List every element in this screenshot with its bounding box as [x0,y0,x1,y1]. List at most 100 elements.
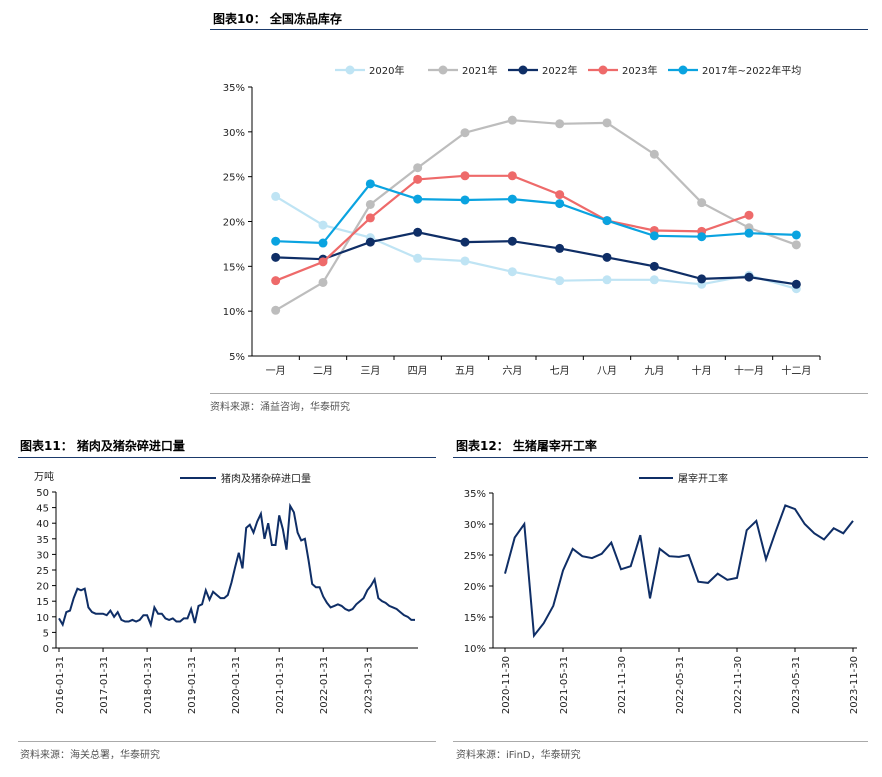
data-point [507,194,517,204]
data-point [365,237,375,247]
series-2017年~2022年平均 [271,179,801,248]
data-point [697,198,707,208]
legend-item: 2022年 [508,64,577,77]
legend-marker [678,65,688,75]
legend-marker [598,65,608,75]
x-tick-label: 三月 [360,365,380,377]
y-tick-label: 20% [464,582,486,593]
data-point [507,171,517,181]
legend-item: 2023年 [588,64,657,77]
series-2023年 [271,171,754,286]
data-point [744,228,754,238]
series-line [275,174,750,282]
data-point [413,174,423,184]
y-tick-label: 25 [36,566,49,577]
data-point [555,190,565,200]
data-point [271,236,281,246]
x-tick-label: 2021-05-31 [559,656,570,714]
y-tick-label: 35% [223,83,245,94]
figure-10-title-rule [210,29,868,30]
legend-label: 猪肉及猪杂碎进口量 [221,472,311,485]
y-tick-label: 40 [36,519,49,530]
data-point [555,243,565,253]
series-line [275,182,797,245]
legend-label: 2017年~2022年平均 [702,64,801,77]
legend-marker [518,65,528,75]
x-tick-label: 2023-11-30 [849,656,860,714]
data-point [460,128,470,138]
data-point [413,163,423,173]
figure-12-title-rule [453,457,868,458]
data-point [413,194,423,204]
y-tick-label: 30 [36,550,49,561]
data-point [271,191,281,201]
data-point [318,257,328,267]
data-point [744,272,754,282]
legend-item: 2017年~2022年平均 [668,64,801,77]
y-tick-label: 10% [464,644,486,655]
y-tick-label: 25% [464,551,486,562]
x-tick-label: 2021-01-31 [275,656,286,714]
pork-import-chart: 万吨 0 5 10 15 20 25 30 35 40 45 50 2016-01-31 2017-01-… [34,470,418,714]
legend-item: 屠宰开工率 [639,472,728,485]
y-tick-label: 15% [464,613,486,624]
data-point [649,275,659,285]
y-tick-label: 5 [43,628,49,639]
series-2022年 [271,227,801,289]
x-tick-label: 2018-01-31 [143,656,154,714]
x-tick-label: 2023-01-31 [363,656,374,714]
series-line [275,231,797,286]
data-point [791,240,801,250]
legend-label: 2021年 [462,64,497,77]
legend-label: 2020年 [369,64,404,77]
figure-10-title: 图表10： 全国冻品库存 [213,12,342,26]
data-point [507,115,517,125]
data-point [271,276,281,286]
legend-item: 2021年 [428,64,497,77]
data-point [460,256,470,266]
frozen-inventory-chart: 5% 10% 15% 20% 25% 30% 35% 一月 二月 三月 四月 五月 六月 七月 八月 九月 十月… [223,64,821,377]
data-point [555,199,565,209]
data-point [697,232,707,242]
x-tick-label: 十二月 [781,364,811,377]
y-tick-label: 20% [223,218,245,229]
data-point [555,119,565,129]
y-tick-label: 15% [223,262,245,273]
data-point [791,279,801,289]
y-tick-label: 30% [464,520,486,531]
y-tick-label: 50 [36,488,49,499]
legend-label: 2022年 [542,64,577,77]
y-tick-label: 35% [464,489,486,500]
figure-10-source-rule [210,393,868,394]
data-point [365,179,375,189]
data-point [318,277,328,287]
y-tick-label: 10 [36,613,49,624]
legend-marker [438,65,448,75]
y-tick-label: 5% [229,352,245,363]
figure-10-source: 资料来源：涌益咨询，华泰研究 [210,402,350,413]
x-tick-label: 八月 [597,365,617,377]
series-line [504,504,854,639]
y-tick-label: 10% [223,307,245,318]
data-point [791,230,801,240]
x-tick-label: 2020-01-31 [231,656,242,714]
x-tick-label: 2022-01-31 [319,656,330,714]
series-2021年 [271,115,801,315]
data-point [697,274,707,284]
data-point [365,213,375,223]
x-tick-label: 九月 [644,365,664,377]
data-point [507,267,517,277]
x-tick-label: 2022-11-30 [733,656,744,714]
series-line [275,195,797,290]
figure-11-title-rule [18,457,436,458]
series-line [275,119,797,312]
data-point [602,118,612,128]
y-tick-label: 20 [36,582,49,593]
x-tick-label: 2017-01-31 [99,656,110,714]
y-tick-label: 25% [223,173,245,184]
y-tick-label: 0 [43,644,49,655]
x-tick-label: 二月 [313,365,333,377]
y-tick-label: 15 [36,597,49,608]
x-tick-label: 2020-11-30 [501,656,512,714]
x-tick-label: 2016-01-31 [55,656,66,714]
